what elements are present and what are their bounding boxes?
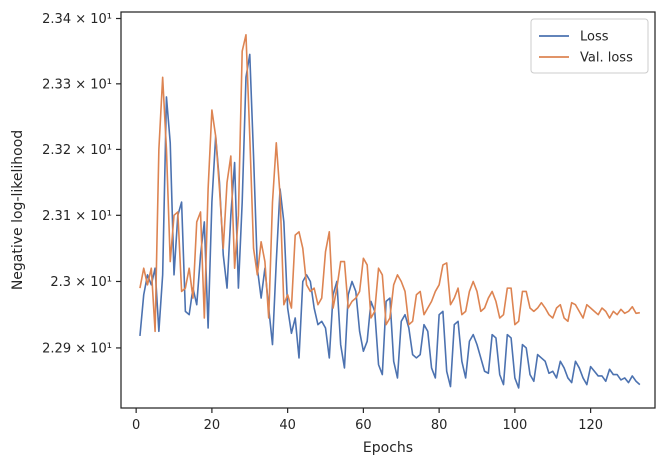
series-line-val-loss (139, 34, 640, 333)
y-tick-label: 2.31 × 10¹ (42, 209, 112, 224)
x-axis-label: Epochs (363, 440, 413, 456)
x-tick-label: 80 (431, 418, 448, 433)
y-tick-label: 2.29 × 10¹ (42, 341, 112, 356)
y-tick-label: 2.32 × 10¹ (42, 143, 112, 158)
legend-box (530, 18, 649, 74)
y-axis: 2.29 × 10¹ 2.3 × 10¹ 2.31 × 10¹ 2.32 × 10¹ 2… (42, 12, 121, 356)
x-tick-label: 120 (578, 418, 603, 433)
y-tick-label: 2.3 × 10¹ (50, 275, 112, 290)
x-tick-label: 0 (132, 418, 140, 433)
y-tick-label: 2.34 × 10¹ (42, 12, 112, 27)
plot-frame (120, 11, 656, 409)
x-tick-label: 40 (279, 418, 296, 433)
series-line-loss (139, 53, 641, 389)
y-axis-label: Negative log-likelihood (10, 130, 26, 290)
x-axis: 0 20 40 60 80 100 120 (132, 408, 603, 433)
legend-label: Loss (580, 30, 609, 45)
y-tick-label: 2.33 × 10¹ (42, 77, 112, 92)
x-tick-label: 100 (502, 418, 527, 433)
legend-label: Val. loss (580, 51, 633, 66)
plot-background (121, 12, 655, 408)
x-tick-label: 60 (355, 418, 372, 433)
series-layer (139, 34, 641, 389)
legend: Loss Val. loss (530, 18, 649, 74)
x-tick-label: 20 (204, 418, 221, 433)
